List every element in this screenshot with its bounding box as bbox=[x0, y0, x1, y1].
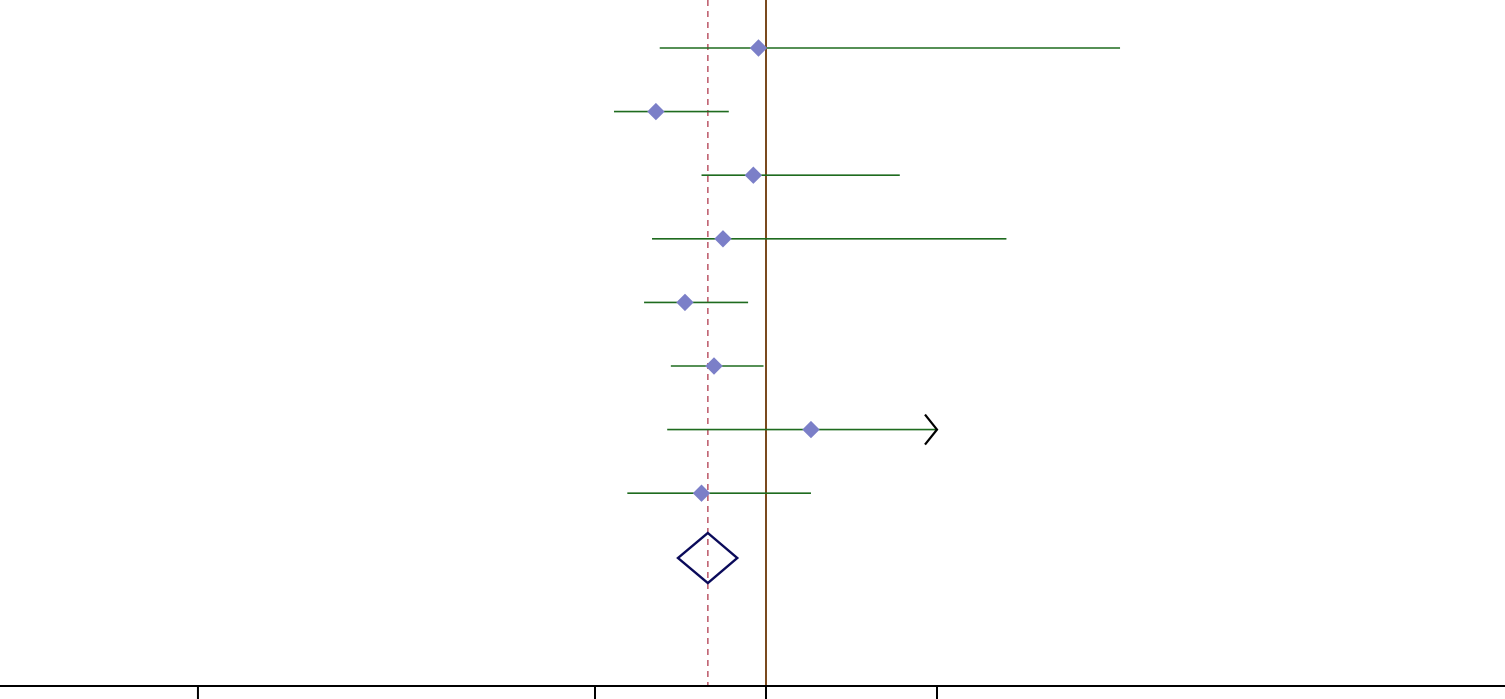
study-row bbox=[667, 413, 939, 446]
x-axis bbox=[0, 685, 1505, 699]
study-rows bbox=[613, 39, 1121, 502]
study-row bbox=[701, 166, 900, 184]
truncation-arrow-icon bbox=[924, 413, 939, 446]
point-estimate-marker bbox=[744, 166, 763, 184]
point-estimate-marker bbox=[647, 102, 665, 121]
study-row bbox=[652, 230, 1007, 248]
study-row bbox=[659, 39, 1121, 57]
point-estimate-marker bbox=[714, 230, 732, 248]
pooled-estimate bbox=[676, 531, 740, 585]
reference-lines bbox=[707, 0, 767, 686]
point-estimate-marker bbox=[692, 484, 711, 502]
study-row bbox=[670, 357, 764, 375]
point-estimate-marker bbox=[749, 39, 768, 57]
study-row bbox=[627, 484, 811, 502]
pooled-diamond bbox=[676, 531, 740, 585]
point-estimate-marker bbox=[802, 420, 820, 439]
point-estimate-marker bbox=[705, 357, 723, 375]
study-row bbox=[644, 293, 749, 312]
study-row bbox=[613, 102, 729, 121]
point-estimate-marker bbox=[676, 293, 694, 312]
